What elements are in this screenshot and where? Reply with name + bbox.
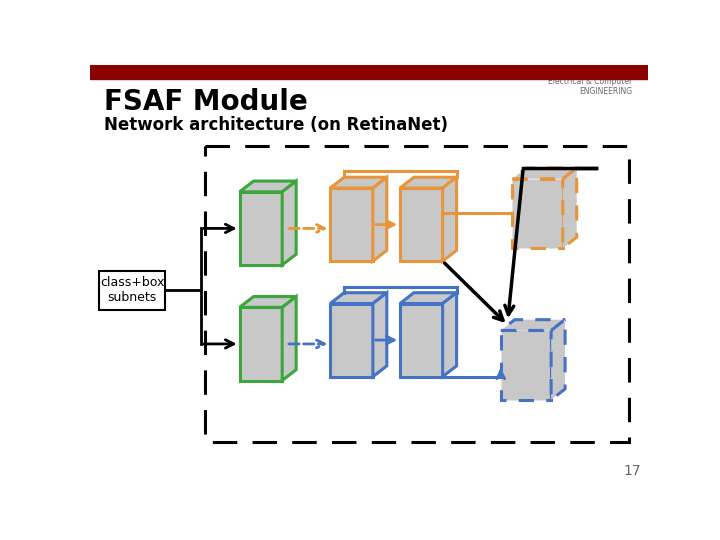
Bar (400, 303, 443, 377)
Bar (90, 65, 648, 79)
Polygon shape (282, 296, 296, 381)
Polygon shape (563, 168, 577, 248)
Bar (330, 188, 373, 261)
Bar (500, 330, 551, 400)
Polygon shape (373, 177, 387, 261)
Bar (240, 307, 282, 381)
Polygon shape (240, 296, 296, 307)
Text: Network architecture (on RetinaNet): Network architecture (on RetinaNet) (104, 116, 448, 134)
Polygon shape (400, 293, 456, 303)
Polygon shape (551, 320, 565, 400)
Polygon shape (500, 320, 565, 330)
Bar (400, 188, 443, 261)
Polygon shape (282, 181, 296, 265)
Polygon shape (373, 293, 387, 377)
Text: 17: 17 (624, 464, 642, 478)
Text: FSAF Module: FSAF Module (104, 88, 307, 116)
Bar (513, 179, 563, 248)
Bar (204, 146, 629, 442)
Polygon shape (240, 181, 296, 192)
Polygon shape (443, 293, 456, 377)
Text: Electrical & Computer
ENGINEERING: Electrical & Computer ENGINEERING (548, 77, 632, 96)
Polygon shape (513, 168, 577, 179)
Text: class+box
subnets: class+box subnets (100, 276, 164, 305)
Bar (240, 192, 282, 265)
Bar (99, 271, 165, 309)
Polygon shape (330, 293, 387, 303)
Polygon shape (443, 177, 456, 261)
Bar (330, 303, 373, 377)
Polygon shape (330, 177, 387, 188)
Polygon shape (400, 177, 456, 188)
